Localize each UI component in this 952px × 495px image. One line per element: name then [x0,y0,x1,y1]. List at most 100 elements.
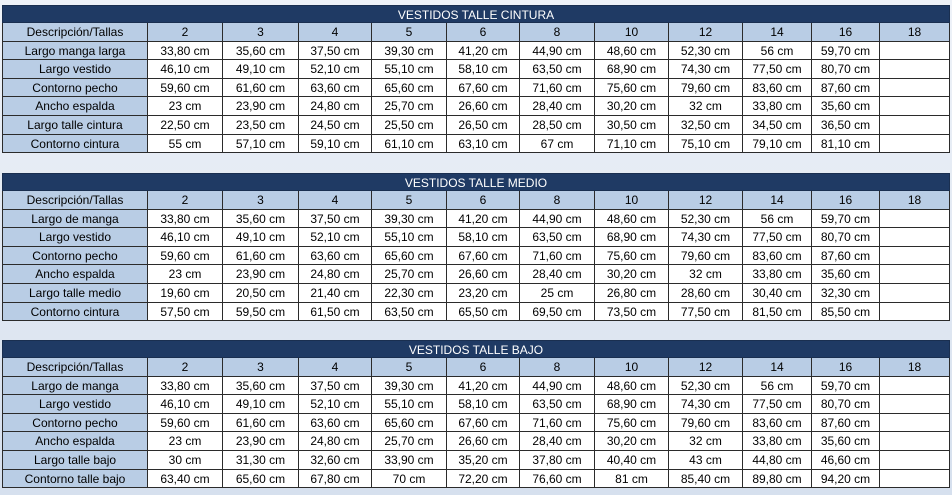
measure-cell: 59,70 cm [812,376,880,396]
measure-cell: 76,60 cm [520,469,595,489]
measure-cell: 31,30 cm [223,450,299,470]
measure-cell: 67,80 cm [299,469,372,489]
row-label: Contorno pecho [2,413,148,433]
measure-cell: 26,60 cm [447,97,520,116]
measure-cell: 59,60 cm [148,78,223,98]
empty-cell [880,134,950,154]
measure-cell: 41,20 cm [447,376,520,396]
measure-cell: 94,20 cm [812,469,880,489]
measure-cell: 65,60 cm [372,78,447,98]
measure-cell: 35,60 cm [812,265,880,284]
empty-cell [880,41,950,61]
measure-cell: 83,60 cm [743,78,812,98]
measure-cell: 33,80 cm [743,432,812,451]
measure-cell: 80,70 cm [812,395,880,414]
measure-cell: 63,60 cm [299,413,372,433]
measure-cell: 71,10 cm [595,134,669,154]
measure-cell: 79,60 cm [669,78,743,98]
header-cell: 4 [299,358,372,377]
data-row: Ancho espalda 23 cm 23,90 cm 24,80 cm 25,70 … [2,97,950,116]
measure-cell: 52,10 cm [299,228,372,247]
data-row: Largo vestido 46,10 cm 49,10 cm 52,10 cm 55,… [2,395,950,414]
header-cell: Descripción/Tallas [2,358,148,377]
measure-cell: 19,60 cm [148,283,223,303]
measure-cell: 30,20 cm [595,265,669,284]
measure-cell: 87,60 cm [812,246,880,266]
measure-cell: 75,60 cm [595,413,669,433]
row-label: Largo de manga [2,376,148,396]
measure-cell: 68,90 cm [595,395,669,414]
empty-cell [880,246,950,266]
measure-cell: 39,30 cm [372,41,447,61]
measure-cell: 81 cm [595,469,669,489]
measure-cell: 70 cm [372,469,447,489]
measure-cell: 46,10 cm [148,228,223,247]
data-row: Contorno pecho 59,60 cm 61,60 cm 63,60 cm 65… [2,246,950,266]
header-cell: 16 [812,358,880,377]
row-label: Contorno pecho [2,246,148,266]
measure-cell: 30 cm [148,450,223,470]
header-cell: 6 [447,191,520,210]
measure-cell: 37,50 cm [299,376,372,396]
measure-cell: 77,50 cm [743,395,812,414]
size-table: VESTIDOS TALLE BAJO Descripción/Tallas 2 3 4… [2,340,950,489]
row-label: Largo manga larga [2,41,148,61]
measure-cell: 59,50 cm [223,302,299,322]
measure-cell: 58,10 cm [447,60,520,79]
measure-cell: 52,30 cm [669,209,743,229]
row-label: Largo vestido [2,228,148,247]
measure-cell: 55 cm [148,134,223,154]
header-cell: 10 [595,191,669,210]
empty-cell [880,228,950,247]
header-cell: 14 [743,358,812,377]
measure-cell: 48,60 cm [595,41,669,61]
measure-cell: 77,50 cm [669,302,743,322]
measure-cell: 33,80 cm [743,97,812,116]
measure-cell: 71,60 cm [520,246,595,266]
measure-cell: 59,10 cm [299,134,372,154]
measure-cell: 25,70 cm [372,97,447,116]
empty-cell [880,450,950,470]
header-cell: 5 [372,23,447,42]
measure-cell: 24,50 cm [299,115,372,135]
measure-cell: 44,80 cm [743,450,812,470]
measure-cell: 30,50 cm [595,115,669,135]
measure-cell: 87,60 cm [812,78,880,98]
header-cell: 12 [669,191,743,210]
measure-cell: 74,30 cm [669,228,743,247]
measure-cell: 32 cm [669,265,743,284]
empty-cell [880,376,950,396]
measure-cell: 26,60 cm [447,265,520,284]
measure-cell: 75,60 cm [595,78,669,98]
measure-cell: 23,90 cm [223,432,299,451]
measure-cell: 67,60 cm [447,413,520,433]
measure-cell: 83,60 cm [743,246,812,266]
measure-cell: 55,10 cm [372,60,447,79]
size-table: VESTIDOS TALLE CINTURA Descripción/Tallas… [2,5,950,154]
measure-cell: 48,60 cm [595,376,669,396]
measure-cell: 34,50 cm [743,115,812,135]
size-table: VESTIDOS TALLE MEDIO Descripción/Tallas 2 3… [2,173,950,322]
empty-cell [880,302,950,322]
row-label: Contorno pecho [2,78,148,98]
measure-cell: 59,70 cm [812,41,880,61]
row-label: Largo de manga [2,209,148,229]
measure-cell: 35,60 cm [223,209,299,229]
measure-cell: 59,60 cm [148,413,223,433]
measure-cell: 85,50 cm [812,302,880,322]
measure-cell: 41,20 cm [447,41,520,61]
measure-cell: 83,60 cm [743,413,812,433]
header-cell: 10 [595,358,669,377]
measure-cell: 52,30 cm [669,376,743,396]
row-label: Contorno talle bajo [2,469,148,489]
row-label: Largo talle cintura [2,115,148,135]
measure-cell: 75,60 cm [595,246,669,266]
header-cell: Descripción/Tallas [2,191,148,210]
measure-cell: 65,50 cm [447,302,520,322]
data-row: Largo talle bajo 30 cm 31,30 cm 32,60 cm 33,… [2,450,950,470]
measure-cell: 23 cm [148,97,223,116]
measure-cell: 39,30 cm [372,209,447,229]
measure-cell: 72,20 cm [447,469,520,489]
measure-cell: 28,40 cm [520,265,595,284]
